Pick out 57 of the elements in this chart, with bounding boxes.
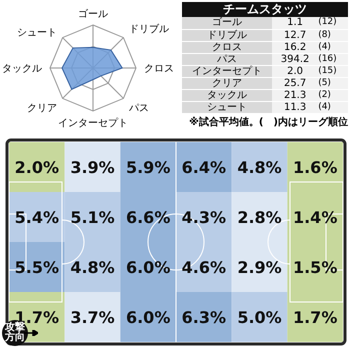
data-label: 1.5% bbox=[292, 258, 338, 277]
data-label: (4) bbox=[318, 41, 348, 53]
data-label: 6.4% bbox=[182, 158, 226, 177]
data-label: 394.2 bbox=[272, 53, 318, 65]
data-label: 4.3% bbox=[182, 208, 226, 227]
data-label: 5.5% bbox=[14, 258, 60, 277]
data-label: 12.7 bbox=[272, 29, 318, 41]
spoke-label: シュート bbox=[16, 27, 57, 38]
data-label: 4.6% bbox=[182, 258, 226, 277]
text: ※試合平均値。( )内はリーグ順位 bbox=[188, 116, 348, 128]
data-label: 3.9% bbox=[70, 158, 115, 177]
category-label: タックル bbox=[182, 89, 272, 101]
spoke-label: インターセプト bbox=[58, 117, 128, 130]
category-label: インターセプト bbox=[182, 65, 272, 77]
data-label: 1.4% bbox=[292, 208, 338, 227]
category-label: ゴール bbox=[182, 17, 272, 29]
data-label: 11.3 bbox=[272, 101, 318, 113]
data-label: (8) bbox=[318, 29, 348, 41]
data-label: 5.9% bbox=[126, 158, 170, 177]
data-label: 5.4% bbox=[14, 208, 60, 227]
category-label: ドリブル bbox=[182, 29, 272, 41]
data-label: 4.8% bbox=[237, 158, 282, 177]
data-label: (12) bbox=[318, 17, 348, 29]
data-label: 3.7% bbox=[70, 308, 115, 327]
data-label: 2.0% bbox=[14, 158, 60, 177]
category-label: パス bbox=[182, 53, 272, 65]
spoke-label: ゴール bbox=[78, 8, 108, 20]
data-label: 2.0 bbox=[272, 65, 318, 77]
category-label: シュート bbox=[182, 101, 272, 113]
data-label: (5) bbox=[318, 77, 348, 89]
data-label: 6.0% bbox=[126, 308, 170, 327]
data-label: 6.3% bbox=[182, 308, 226, 327]
data-label: 16.2 bbox=[272, 41, 318, 53]
data-label: 25.7 bbox=[272, 77, 318, 89]
spoke-label: タックル bbox=[2, 64, 42, 75]
spoke-label: クリア bbox=[26, 103, 57, 114]
data-label: (2) bbox=[318, 89, 348, 101]
data-label: 5.1% bbox=[70, 208, 115, 227]
data-label: (4) bbox=[318, 101, 348, 113]
data-label: 1.7% bbox=[292, 308, 338, 327]
text: チームスタッツ bbox=[182, 2, 348, 17]
spoke-label: クロス bbox=[144, 64, 174, 75]
data-label: 4.8% bbox=[70, 258, 115, 277]
spoke-label: パス bbox=[128, 103, 150, 114]
data-label: 5.0% bbox=[237, 308, 282, 327]
category-label: クロス bbox=[182, 41, 272, 53]
data-label: 21.3 bbox=[272, 89, 318, 101]
data-label: 6.6% bbox=[126, 208, 170, 227]
data-label: 6.0% bbox=[126, 258, 170, 277]
data-label: 1.1 bbox=[272, 17, 318, 29]
data-label: 2.9% bbox=[237, 258, 282, 277]
data-label: (16) bbox=[318, 53, 348, 65]
category-label: クリア bbox=[182, 77, 272, 89]
data-label: 1.6% bbox=[292, 158, 338, 177]
data-label: 2.8% bbox=[237, 208, 282, 227]
spoke-label: ドリブル bbox=[129, 22, 170, 35]
data-label: (15) bbox=[318, 65, 348, 77]
